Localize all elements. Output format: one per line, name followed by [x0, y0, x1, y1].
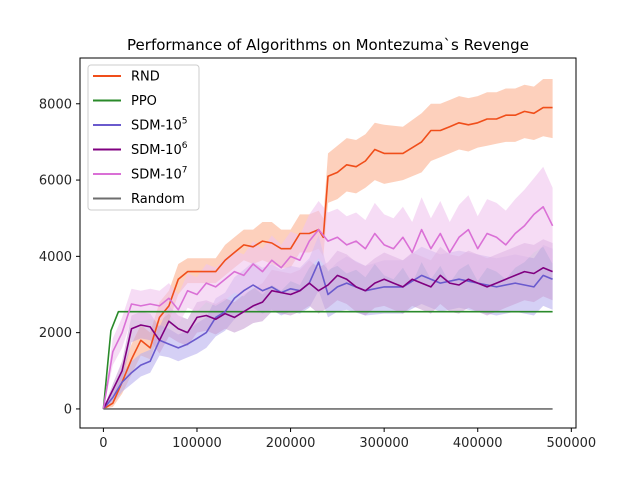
x-tick-label: 200000	[266, 436, 316, 451]
band-sdm-10-6	[103, 239, 553, 409]
series-line-sdm-10-6	[102, 266, 553, 410]
x-tick-label: 500000	[547, 436, 597, 451]
legend-label-sdm-10-5: SDM-105	[131, 117, 187, 134]
x-tick-label: 300000	[359, 436, 409, 451]
legend-label-random: Random	[131, 192, 185, 207]
series-lines	[102, 106, 554, 410]
legend: RND PPO SDM-105 SDM-106 SDM-107 Random	[87, 64, 200, 211]
series-line-sdm-10-7	[102, 206, 554, 410]
y-tick-label: 0	[64, 402, 72, 417]
y-axis-ticks: 0 2000 4000 6000 8000	[39, 97, 80, 417]
y-tick-label: 6000	[39, 174, 72, 189]
x-tick-label: 100000	[172, 436, 222, 451]
legend-box	[87, 64, 200, 211]
band-rnd	[103, 79, 553, 409]
legend-label-sdm-10-6: SDM-106	[131, 141, 188, 158]
y-tick-label: 4000	[39, 250, 72, 265]
plot-area-frame	[79, 57, 577, 429]
x-tick-label: 0	[99, 436, 107, 451]
y-tick-label: 8000	[39, 97, 72, 112]
x-axis-ticks: 0 100000 200000 300000 400000 500000	[99, 428, 596, 451]
y-tick-label: 2000	[39, 326, 72, 341]
series-line-rnd	[102, 106, 553, 410]
x-tick-label: 400000	[453, 436, 503, 451]
legend-label-sdm-10-7: SDM-107	[131, 166, 187, 183]
legend-label-rnd: RND	[131, 70, 160, 85]
confidence-bands	[103, 79, 553, 409]
band-sdm-10-7	[103, 166, 553, 409]
chart-title: Performance of Algorithms on Montezuma`s…	[127, 36, 529, 54]
series-line-ppo	[102, 310, 553, 409]
legend-label-ppo: PPO	[131, 94, 157, 109]
